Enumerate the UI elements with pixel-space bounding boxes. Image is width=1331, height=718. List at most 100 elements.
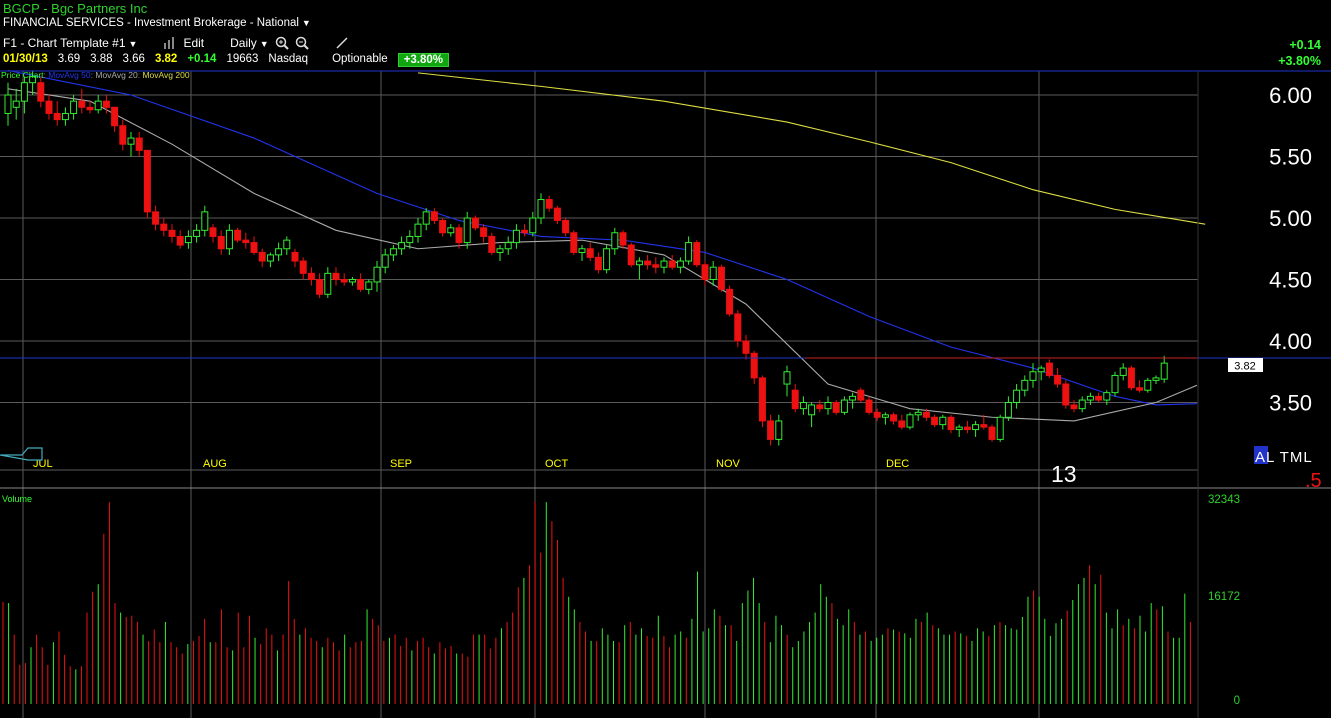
chart-legend: Price Chart: MovAvg 50: MovAvg 20: MovAv… [1,70,190,80]
candle-up [1021,379,1029,391]
candle-down [455,227,463,244]
candle-down [250,242,258,253]
y-tick-label: 6.00 [1269,83,1312,108]
candle-down [258,251,266,262]
candle-up [348,279,356,283]
alert-label[interactable]: AL TML [1255,449,1313,466]
candle-up [266,254,274,262]
quote-volume: 19663 [226,53,259,65]
candle-down [332,272,340,281]
candle-up [447,227,455,234]
candle-down [471,217,479,229]
month-label: DEC [886,458,909,470]
candle-down [726,288,734,315]
candle-down [1136,387,1144,391]
candle-down [1054,374,1062,385]
candle-down [168,229,176,237]
candle-down [37,82,45,102]
pct-change-badge: +3.80% [397,53,450,67]
candle-up [808,404,816,416]
volume-tick-label: 32343 [1208,494,1240,506]
candle-up [1037,367,1045,373]
legend-ma200: MovAvg 200 [142,70,189,80]
toolbar: F1 - Chart Template #1 ▼ Edit Daily ▼ [3,35,349,51]
candle-up [914,411,922,416]
industry-dropdown[interactable]: FINANCIAL SERVICES - Investment Brokerag… [3,17,311,29]
month-label: SEP [390,458,412,470]
symbol-title: BGCP - Bgc Partners Inc [3,1,148,16]
month-label: NOV [716,458,741,470]
candle-up [12,100,20,108]
candle-up [906,414,914,428]
candle-down [857,389,865,401]
candle-down [750,352,758,379]
candle-down [545,199,553,209]
industry-label: FINANCIAL SERVICES - Investment Brokerag… [3,17,299,29]
period-dropdown[interactable]: Daily ▼ [230,36,269,50]
candle-up [70,100,78,114]
candle-up [512,229,520,244]
candle-down [873,411,881,418]
month-label: AUG [203,458,227,470]
candle-up [939,416,947,426]
candle-up [972,424,980,431]
candle-down [898,420,906,428]
candle-down [488,235,496,253]
candle-down [111,106,119,127]
candle-down [1127,367,1135,389]
zoom-in-icon[interactable] [275,36,289,50]
change-percent: +3.80% [1278,54,1321,68]
volume-tick-label: 0 [1234,695,1240,707]
candle-down [832,402,840,413]
candle-up [1119,367,1127,376]
candle-up [373,266,381,283]
candle-up [381,254,389,268]
edit-button[interactable]: Edit [183,36,205,50]
candle-up [611,232,619,250]
candle-down [562,219,570,234]
candle-up [955,426,963,431]
candle-up [685,242,693,262]
template-dropdown[interactable]: F1 - Chart Template #1 ▼ [3,36,137,50]
quote-close: 3.82 [154,53,178,65]
candle-up [849,395,857,401]
volume-bars [2,502,1191,704]
volume-tick-label: 16172 [1208,591,1240,603]
candle-down [480,227,488,237]
zoom-out-icon[interactable] [295,36,309,50]
candle-down [340,279,348,283]
candle-down [143,149,151,213]
candle-up [1013,389,1021,404]
candle-down [963,426,971,431]
candle-down [521,229,529,234]
candle-down [152,211,160,225]
candle-down [734,313,742,342]
candle-down [988,426,996,440]
candle-down [307,272,315,281]
candle-up [660,260,668,268]
last-price-tag [1228,358,1263,372]
legend-price: Price Chart [1,70,44,80]
bar-chart-icon [164,37,175,49]
scroll-marker-icon[interactable] [0,447,43,461]
candle-down [865,399,873,413]
quote-date: 01/30/13 [3,53,48,65]
candle-down [619,232,627,246]
candle-down [160,223,168,231]
month-label: OCT [545,458,569,470]
candle-up [414,223,422,237]
candle-up [184,235,192,244]
quote-high: 3.88 [90,53,113,65]
month-axis: JUL AUG SEP OCT NOV DEC [33,458,909,470]
period-label: Daily [230,36,257,50]
candle-up [775,420,783,440]
candle-down [816,404,824,410]
candle-down [1045,362,1053,376]
draw-line-icon[interactable] [335,36,349,50]
candle-up [529,217,537,234]
volume-axis: 32343 16172 0 [1208,494,1240,707]
alert-highlight [1254,446,1268,464]
optionable-label: Optionable [332,53,388,65]
last-price-value: 3.82 [1234,361,1255,373]
